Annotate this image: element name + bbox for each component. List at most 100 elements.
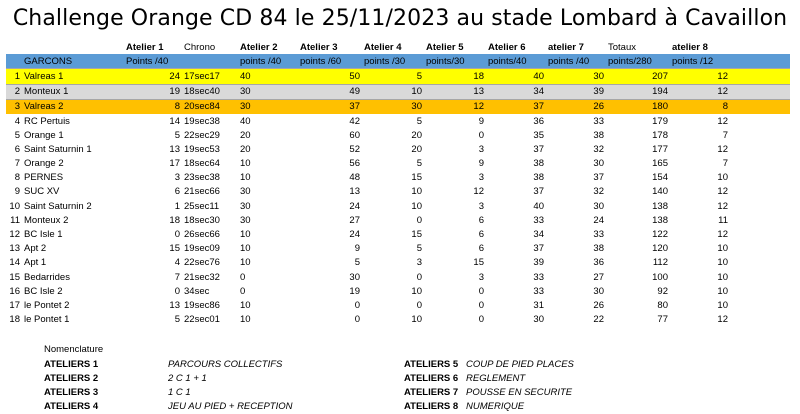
cell-team: Saint Saturnin 2 <box>24 200 92 212</box>
cell-a1: 8 <box>124 98 182 114</box>
cell-a1: 19 <box>124 83 182 100</box>
cell-a5: 3 <box>478 172 484 184</box>
cell-a3: 30 <box>349 271 360 283</box>
table-row: 6 Saint Saturnin 1 13 19sec53 20 52 20 3 37 32 177… <box>6 142 790 156</box>
cell-a1: 7 <box>174 271 180 283</box>
cell-a5: 0 <box>478 314 484 326</box>
col-header: atelier 7 <box>548 41 584 53</box>
cell-a4: 5 <box>416 115 422 127</box>
cell-a3: 9 <box>354 243 360 255</box>
cell-rank: 7 <box>14 158 20 170</box>
cell-a4: 10 <box>362 83 424 100</box>
atelier-description: REGLEMENT <box>466 372 526 384</box>
cell-a5: 6 <box>478 243 484 255</box>
atelier-key: ATELIERS 4 <box>44 400 99 412</box>
table-row: 10 Saint Saturnin 2 1 25sec11 30 24 10 3 40 30 138… <box>6 199 790 213</box>
cell-a2: 10 <box>240 172 251 184</box>
cell-team: Monteux 1 <box>22 83 124 100</box>
cell-a4: 10 <box>411 186 422 198</box>
cell-total: 80 <box>657 299 668 311</box>
cell-rank: 16 <box>9 285 20 297</box>
cell-total: 177 <box>652 143 668 155</box>
col-subheader: points /60 <box>298 54 362 69</box>
atelier-description: POUSSE EN SECURITE <box>466 386 573 398</box>
table-row: 12 BC Isle 1 0 26sec66 10 24 15 6 34 33 122 12 <box>6 227 790 241</box>
cell-team: SUC XV <box>24 186 60 198</box>
cell-a6: 36 <box>533 115 544 127</box>
cell-total: 194 <box>606 83 670 100</box>
table-row: 9 SUC XV 6 21sec66 30 13 10 12 37 32 140 12 <box>6 185 790 199</box>
cell-a3: 52 <box>349 143 360 155</box>
cell-a6: 34 <box>533 229 544 241</box>
cell-total: 92 <box>657 285 668 297</box>
atelier-description: JEU AU PIED + RECEPTION <box>168 400 293 412</box>
cell-a8: 10 <box>717 271 728 283</box>
atelier-description: 1 C 1 <box>168 386 191 398</box>
cell-a3: 0 <box>354 314 360 326</box>
cell-a3: 50 <box>298 68 362 85</box>
cell-a6: 38 <box>533 172 544 184</box>
cell-a6: 33 <box>533 285 544 297</box>
cell-a1: 1 <box>174 200 180 212</box>
cell-a7: 27 <box>593 271 604 283</box>
cell-a8: 10 <box>717 285 728 297</box>
cell-a2: 10 <box>240 257 251 269</box>
cell-a6: 34 <box>486 83 546 100</box>
cell-a1: 0 <box>174 285 180 297</box>
cell-a2: 20 <box>240 129 251 141</box>
cell-a4: 10 <box>411 314 422 326</box>
cell-a5: 6 <box>478 214 484 226</box>
cell-a1: 6 <box>174 186 180 198</box>
cell-a8: 10 <box>717 257 728 269</box>
atelier-description: PARCOURS COLLECTIFS <box>168 358 283 370</box>
cell-a4: 3 <box>416 257 422 269</box>
cell-team: Saint Saturnin 1 <box>24 143 92 155</box>
cell-a3: 56 <box>349 158 360 170</box>
cell-chrono: 21sec32 <box>184 271 220 283</box>
cell-a5: 3 <box>478 200 484 212</box>
cell-team: Bedarrides <box>24 271 70 283</box>
cell-rank: 6 <box>14 143 20 155</box>
cell-a5: 0 <box>478 299 484 311</box>
cell-team: RC Pertuis <box>24 115 70 127</box>
cell-a1: 18 <box>169 214 180 226</box>
cell-chrono: 19sec53 <box>184 143 220 155</box>
atelier-key: ATELIERS 5 <box>404 358 459 370</box>
cell-a4: 30 <box>362 98 424 114</box>
cell-a4: 20 <box>411 129 422 141</box>
cell-rank: 4 <box>14 115 20 127</box>
cell-a3: 24 <box>349 229 360 241</box>
cell-a4: 5 <box>416 243 422 255</box>
cell-a6: 38 <box>533 158 544 170</box>
table-row: 2 Monteux 1 19 18sec40 30 49 10 13 34 39 194 12 <box>6 83 790 100</box>
cell-a1: 14 <box>169 115 180 127</box>
table-row: 18 le Pontet 1 5 22sec01 10 0 10 0 30 22 77 12 <box>6 313 790 327</box>
cell-chrono: 18sec30 <box>184 214 220 226</box>
cell-a2: 40 <box>238 68 298 85</box>
cell-rank: 15 <box>9 271 20 283</box>
col-subheader: points /12 <box>670 54 730 69</box>
cell-total: 138 <box>652 200 668 212</box>
atelier-key: ATELIERS 8 <box>404 400 459 412</box>
cell-a7: 22 <box>593 314 604 326</box>
cell-a4: 0 <box>416 214 422 226</box>
table-row: 15 Bedarrides 7 21sec32 0 30 0 3 33 27 100 10 <box>6 270 790 284</box>
cell-a5: 15 <box>473 257 484 269</box>
cell-total: 207 <box>606 68 670 85</box>
cell-total: 120 <box>652 243 668 255</box>
atelier-description: 2 C 1 + 1 <box>168 372 207 384</box>
cell-a4: 10 <box>411 285 422 297</box>
cell-a3: 49 <box>298 83 362 100</box>
cell-total: 100 <box>652 271 668 283</box>
cell-a5: 9 <box>478 115 484 127</box>
cell-a3: 48 <box>349 172 360 184</box>
cell-rank: 8 <box>14 172 20 184</box>
cell-chrono: 18sec64 <box>184 158 220 170</box>
header-row-points: GARCONS Points /40 points /40 points /60… <box>6 54 790 69</box>
cell-a7: 37 <box>593 172 604 184</box>
cell-chrono: 22sec76 <box>184 257 220 269</box>
header-row-ateliers: Atelier 1 Chrono Atelier 2 Atelier 3 Ate… <box>6 40 790 54</box>
cell-a3: 24 <box>349 200 360 212</box>
table-row: 14 Apt 1 4 22sec76 10 5 3 15 39 36 112 10 <box>6 256 790 270</box>
cell-a4: 5 <box>416 158 422 170</box>
